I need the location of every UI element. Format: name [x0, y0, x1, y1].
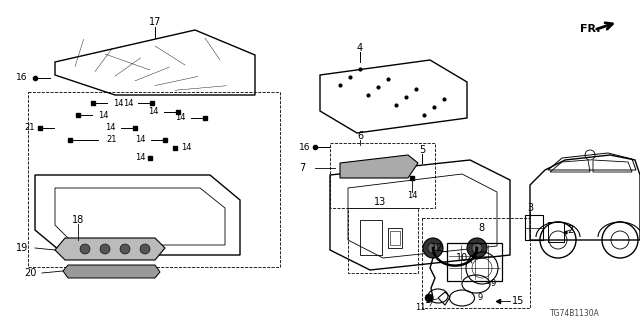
Text: 21: 21: [107, 135, 117, 145]
Bar: [360, 220, 382, 255]
Text: 16: 16: [16, 74, 28, 83]
Circle shape: [140, 244, 150, 254]
Bar: [348, 208, 418, 273]
Bar: [548, 222, 564, 242]
Text: 18: 18: [72, 215, 84, 225]
Polygon shape: [340, 155, 418, 178]
Circle shape: [472, 243, 482, 253]
Text: 14: 14: [135, 154, 145, 163]
Text: 14: 14: [148, 108, 158, 116]
Text: FR.: FR.: [580, 24, 600, 34]
Bar: [525, 228, 543, 240]
Bar: [388, 228, 402, 248]
Text: 10: 10: [456, 253, 468, 263]
Polygon shape: [55, 238, 165, 260]
Bar: [390, 231, 400, 245]
Bar: [28, 92, 280, 267]
Text: 14: 14: [113, 99, 124, 108]
Bar: [422, 218, 530, 308]
Circle shape: [120, 244, 130, 254]
Text: 1: 1: [425, 295, 431, 305]
Text: 21: 21: [25, 124, 35, 132]
Text: 19: 19: [16, 243, 28, 253]
Text: 4: 4: [357, 43, 363, 53]
Text: 14: 14: [407, 190, 417, 199]
Text: 17: 17: [149, 17, 161, 27]
Bar: [525, 215, 543, 240]
Text: 16: 16: [300, 142, 311, 151]
Text: 2: 2: [567, 225, 573, 235]
Text: 14: 14: [135, 135, 145, 145]
Text: 14: 14: [123, 99, 133, 108]
Text: 11: 11: [415, 303, 425, 313]
Text: 15: 15: [512, 296, 524, 306]
Text: 6: 6: [357, 131, 363, 141]
Text: 14: 14: [180, 143, 191, 153]
Circle shape: [80, 244, 90, 254]
Text: 20: 20: [24, 268, 36, 278]
Text: 12: 12: [431, 243, 443, 253]
Text: 14: 14: [98, 110, 108, 119]
Circle shape: [425, 294, 433, 302]
Bar: [330, 143, 435, 208]
Text: 9: 9: [477, 293, 483, 302]
Bar: [447, 243, 502, 281]
Text: 5: 5: [419, 145, 425, 155]
Text: TG74B1130A: TG74B1130A: [550, 308, 600, 317]
Text: 13: 13: [374, 197, 386, 207]
Text: 14: 14: [175, 114, 185, 123]
Circle shape: [423, 238, 443, 258]
Circle shape: [467, 238, 487, 258]
Text: 9: 9: [490, 278, 495, 287]
Circle shape: [100, 244, 110, 254]
Circle shape: [428, 243, 438, 253]
Text: 3: 3: [527, 203, 533, 213]
Text: 14: 14: [105, 124, 115, 132]
Text: 7: 7: [299, 163, 305, 173]
Polygon shape: [63, 265, 160, 278]
Text: 8: 8: [478, 223, 484, 233]
